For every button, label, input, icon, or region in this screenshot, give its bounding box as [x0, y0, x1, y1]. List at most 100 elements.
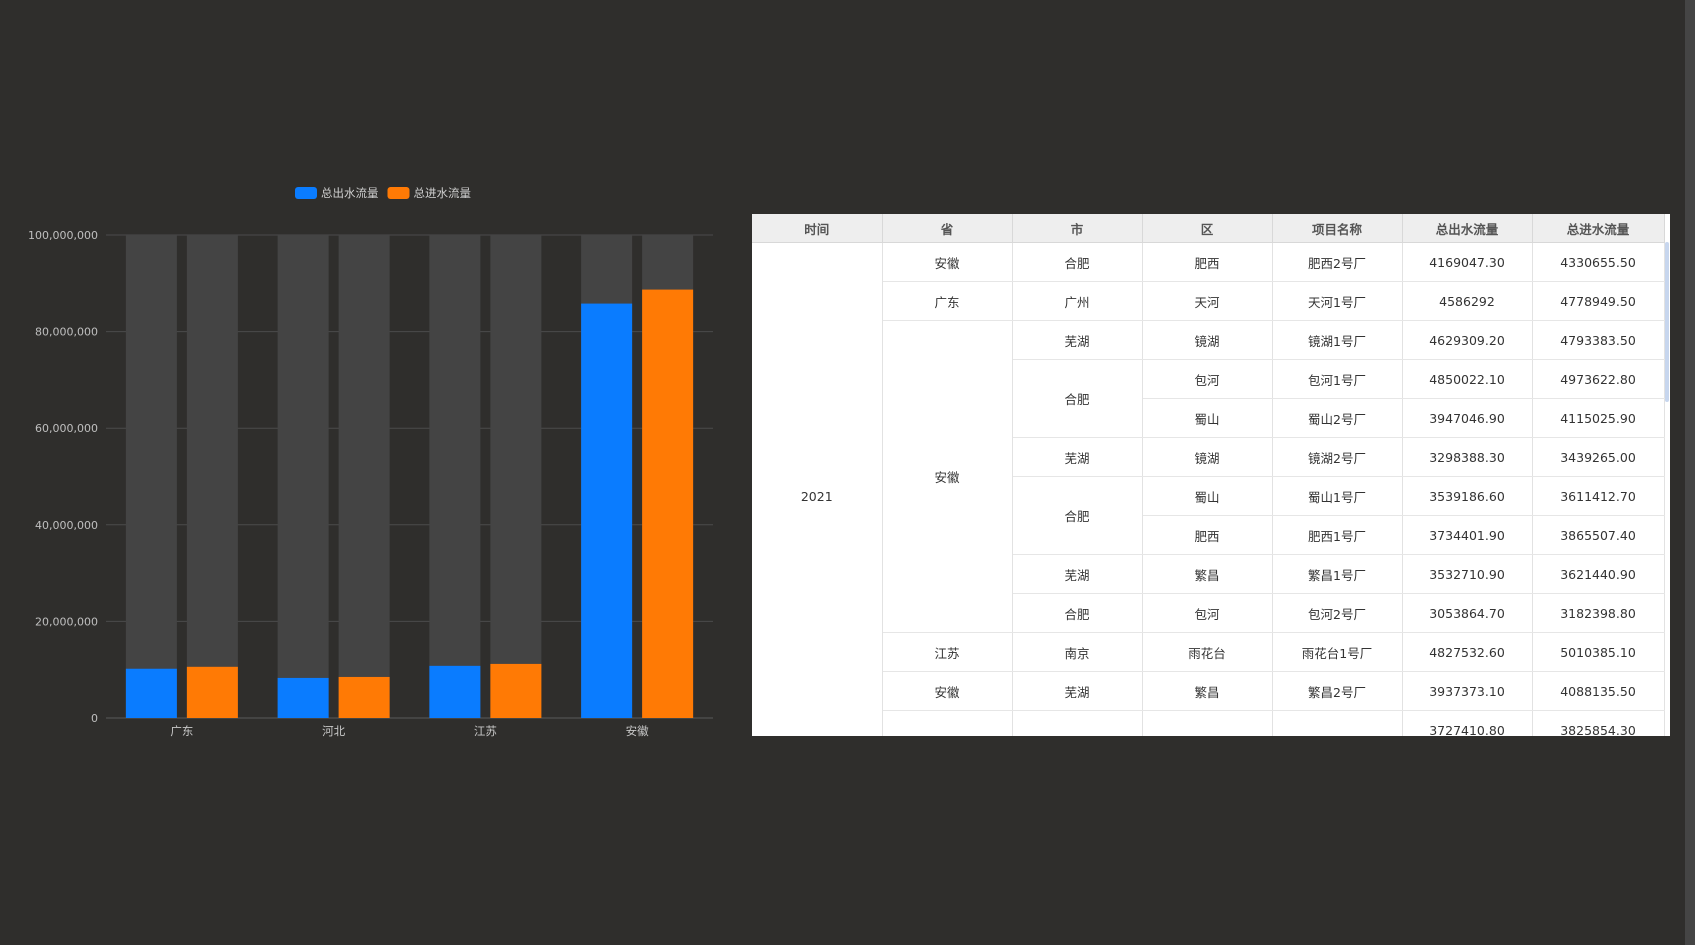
cell-district: 繁昌: [1142, 671, 1273, 711]
x-tick-label: 安徽: [626, 724, 649, 738]
header-district[interactable]: 区: [1142, 214, 1273, 243]
cell-inflow: 4778949.50: [1532, 281, 1665, 321]
cell-inflow: 4115025.90: [1532, 398, 1665, 438]
table-row: 3727410.80 3825854.30: [752, 710, 1665, 736]
data-table-panel[interactable]: 时间 省 市 区 项目名称 总出水流量 总进水流量 2021 安徽 合肥 肥西 …: [752, 214, 1670, 736]
cell-outflow: 3539186.60: [1402, 476, 1533, 516]
table-row: 江苏 南京 雨花台 雨花台1号厂 4827532.60 5010385.10: [752, 632, 1665, 672]
cell-district: 天河: [1142, 281, 1273, 321]
cell-city: 合肥: [1012, 476, 1143, 555]
cell-city: 芜湖: [1012, 437, 1143, 477]
header-time[interactable]: 时间: [752, 214, 883, 243]
cell-outflow: 3734401.90: [1402, 515, 1533, 555]
x-tick-label: 河北: [322, 724, 345, 738]
cell-outflow: 3532710.90: [1402, 554, 1533, 594]
cell-inflow: 3865507.40: [1532, 515, 1665, 555]
cell-time: 2021: [752, 242, 883, 736]
table-row: 芜湖 繁昌 繁昌1号厂 3532710.90 3621440.90: [752, 554, 1665, 594]
cell-project: 雨花台1号厂: [1272, 632, 1403, 672]
header-total-inflow[interactable]: 总进水流量: [1532, 214, 1665, 243]
cell-city: 合肥: [1012, 593, 1143, 633]
bar-chart-panel: 0 20,000,000 40,000,000 60,000,000 80,000,00…: [0, 0, 740, 760]
cell-province: 安徽: [882, 242, 1013, 282]
cell-province: 广东: [882, 281, 1013, 321]
x-tick-label: 江苏: [474, 724, 497, 738]
bar: [642, 289, 694, 718]
table-row: 2021 安徽 合肥 肥西 肥西2号厂 4169047.30 4330655.5…: [752, 242, 1665, 736]
cell-inflow: 3439265.00: [1532, 437, 1665, 477]
bar: [277, 677, 329, 718]
cell-outflow: 3053864.70: [1402, 593, 1533, 633]
cell-outflow: 3727410.80: [1402, 710, 1533, 736]
cell-outflow: 4850022.10: [1402, 359, 1533, 399]
legend-swatch: [387, 187, 410, 199]
cell-city: 广州: [1012, 281, 1143, 321]
cell-project: 肥西2号厂: [1272, 242, 1403, 282]
cell-project: 镜湖2号厂: [1272, 437, 1403, 477]
table-scrollbar[interactable]: [1665, 242, 1669, 402]
table-row: 蜀山 蜀山2号厂 3947046.90 4115025.90: [752, 398, 1665, 438]
cell-district: 繁昌: [1142, 554, 1273, 594]
cell-inflow: 3611412.70: [1532, 476, 1665, 516]
bar: [125, 668, 177, 718]
bar: [490, 663, 542, 718]
header-project-name[interactable]: 项目名称: [1272, 214, 1403, 243]
cell-district: 包河: [1142, 359, 1273, 399]
table-header-row: 时间 省 市 区 项目名称 总出水流量 总进水流量: [752, 214, 1665, 243]
table-row: 广东 广州 天河 天河1号厂 4586292 4778949.50: [752, 281, 1665, 321]
bar: [429, 665, 481, 718]
cell-project: 蜀山2号厂: [1272, 398, 1403, 438]
cell-outflow: 4586292: [1402, 281, 1533, 321]
cell-project: 蜀山1号厂: [1272, 476, 1403, 516]
x-tick-label: 广东: [170, 724, 193, 738]
bar-background: [277, 235, 329, 718]
legend-label: 总出水流量: [321, 186, 379, 200]
bar-background: [186, 235, 238, 718]
table-row: 肥西 肥西1号厂 3734401.90 3865507.40: [752, 515, 1665, 555]
cell-outflow: 3298388.30: [1402, 437, 1533, 477]
cell-outflow: 3937373.10: [1402, 671, 1533, 711]
y-tick-label: 80,000,000: [35, 326, 98, 339]
data-table: 时间 省 市 区 项目名称 总出水流量 总进水流量 2021 安徽 合肥 肥西 …: [752, 214, 1665, 736]
y-tick-label: 0: [91, 712, 98, 725]
header-city[interactable]: 市: [1012, 214, 1143, 243]
cell-project: 镜湖1号厂: [1272, 320, 1403, 360]
cell-district: 蜀山: [1142, 398, 1273, 438]
cell-district: 雨花台: [1142, 632, 1273, 672]
bar-background: [490, 235, 542, 718]
cell-inflow: 4973622.80: [1532, 359, 1665, 399]
cell-province: 安徽: [882, 320, 1013, 633]
y-tick-label: 60,000,000: [35, 422, 98, 435]
cell-inflow: 3621440.90: [1532, 554, 1665, 594]
cell-city: 合肥: [1012, 242, 1143, 282]
cell-project: 繁昌1号厂: [1272, 554, 1403, 594]
bar: [186, 666, 238, 718]
table-row: 合肥 包河 包河2号厂 3053864.70 3182398.80: [752, 593, 1665, 633]
cell-project: 天河1号厂: [1272, 281, 1403, 321]
cell-inflow: 4793383.50: [1532, 320, 1665, 360]
cell-outflow: 4169047.30: [1402, 242, 1533, 282]
bar-background: [125, 235, 177, 718]
cell-province: 安徽: [882, 671, 1013, 711]
cell-outflow: 4629309.20: [1402, 320, 1533, 360]
cell-district: [1142, 710, 1273, 736]
cell-province: 江苏: [882, 632, 1013, 672]
header-total-outflow[interactable]: 总出水流量: [1402, 214, 1533, 243]
cell-project: 繁昌2号厂: [1272, 671, 1403, 711]
cell-outflow: 4827532.60: [1402, 632, 1533, 672]
table-row: 安徽 芜湖 镜湖 镜湖1号厂 4629309.20 4793383.50: [752, 320, 1665, 633]
cell-inflow: 4330655.50: [1532, 242, 1665, 282]
cell-city: 芜湖: [1012, 320, 1143, 360]
bar: [338, 676, 390, 718]
cell-district: 肥西: [1142, 515, 1273, 555]
cell-project: 包河1号厂: [1272, 359, 1403, 399]
legend-label: 总进水流量: [414, 186, 472, 200]
cell-city: 芜湖: [1012, 671, 1143, 711]
cell-inflow: 3825854.30: [1532, 710, 1665, 736]
table-row: 合肥 蜀山 蜀山1号厂 3539186.60 3611412.70: [752, 476, 1665, 555]
y-tick-label: 20,000,000: [35, 615, 98, 628]
cell-province: [882, 710, 1013, 736]
header-province[interactable]: 省: [882, 214, 1013, 243]
bar-background: [338, 235, 390, 718]
